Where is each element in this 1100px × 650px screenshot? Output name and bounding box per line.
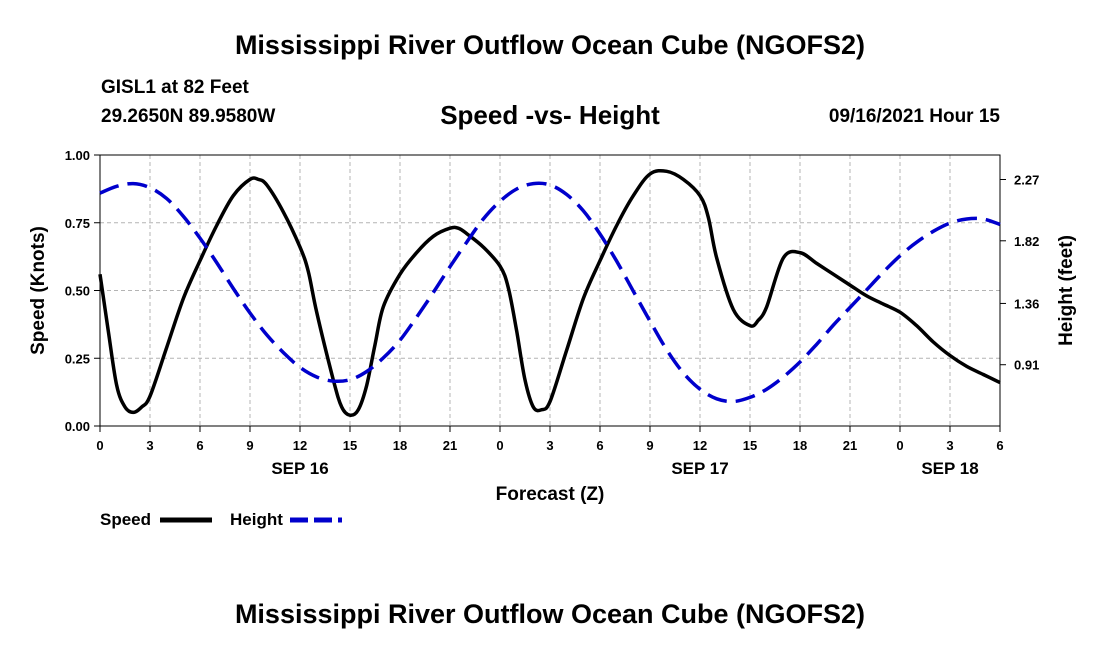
x-tick-label: 15 bbox=[343, 438, 357, 453]
height-series-line bbox=[99, 181, 1001, 404]
y-right-tick-label: 0.91 bbox=[1014, 358, 1039, 373]
legend-speed-label: Speed bbox=[100, 510, 151, 529]
y-right-axis-label: Height (feet) bbox=[1056, 235, 1077, 346]
x-tick-label: 3 bbox=[146, 438, 153, 453]
x-axis-label: Forecast (Z) bbox=[496, 484, 605, 505]
date-label: SEP 17 bbox=[671, 459, 728, 478]
main-title: Mississippi River Outflow Ocean Cube (NG… bbox=[234, 30, 866, 60]
x-tick-label: 6 bbox=[996, 438, 1003, 453]
x-tick-label: 3 bbox=[946, 438, 953, 453]
y-right-tick-label: 2.27 bbox=[1014, 173, 1039, 188]
y-left-axis-label: Speed (Knots) bbox=[28, 226, 49, 355]
x-tick-label: 3 bbox=[546, 438, 553, 453]
x-tick-label: 9 bbox=[646, 438, 653, 453]
x-tick-label: 18 bbox=[393, 438, 407, 453]
y-left-tick-label: 0.75 bbox=[65, 216, 90, 231]
x-tick-label: 0 bbox=[496, 438, 503, 453]
footer-title: Mississippi River Outflow Ocean Cube (NG… bbox=[234, 599, 866, 629]
date-label: SEP 18 bbox=[921, 459, 978, 478]
legend-height-label: Height bbox=[230, 510, 283, 529]
y-right-tick-label: 1.36 bbox=[1014, 296, 1039, 311]
x-tick-label: 18 bbox=[793, 438, 807, 453]
date-label: SEP 16 bbox=[271, 459, 328, 478]
x-tick-label: 21 bbox=[843, 438, 857, 453]
y-left-tick-label: 1.00 bbox=[65, 148, 90, 163]
station-name: GISL1 at 82 Feet bbox=[101, 77, 249, 98]
x-tick-label: 12 bbox=[293, 438, 307, 453]
x-tick-label: 0 bbox=[96, 438, 103, 453]
y-left-tick-label: 0.00 bbox=[65, 419, 90, 434]
y-left-tick-label: 0.25 bbox=[65, 351, 90, 366]
x-tick-label: 12 bbox=[693, 438, 707, 453]
forecast-datetime: 09/16/2021 Hour 15 bbox=[828, 106, 1000, 127]
chart-title: Speed -vs- Height bbox=[440, 100, 660, 130]
y-left-tick-label: 0.50 bbox=[65, 284, 90, 299]
x-tick-label: 9 bbox=[246, 438, 253, 453]
y-right-tick-label: 1.82 bbox=[1014, 234, 1039, 249]
x-tick-label: 0 bbox=[896, 438, 903, 453]
x-tick-label: 15 bbox=[743, 438, 757, 453]
plot-frame bbox=[99, 154, 1001, 427]
station-coordinates: 29.2650N 89.9580W bbox=[101, 106, 276, 127]
x-tick-label: 21 bbox=[443, 438, 457, 453]
x-tick-label: 6 bbox=[196, 438, 203, 453]
speed-series-line bbox=[98, 168, 1001, 418]
x-tick-label: 6 bbox=[596, 438, 603, 453]
